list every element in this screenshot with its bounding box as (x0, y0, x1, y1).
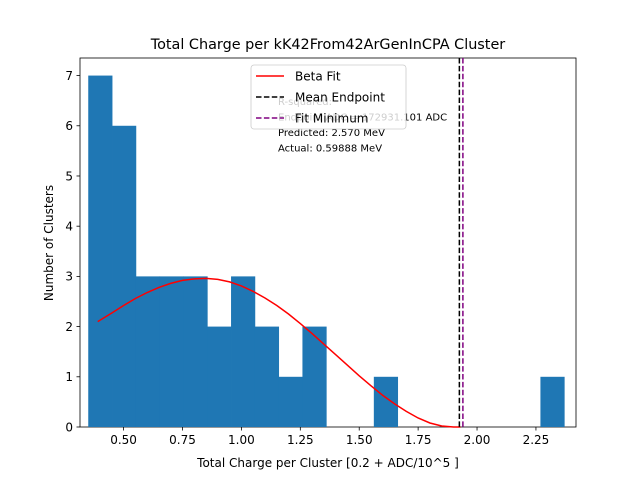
y-tick-label: 1 (65, 370, 73, 384)
histogram-bar (278, 376, 303, 427)
x-tick-label: 2.25 (523, 433, 550, 447)
histogram-bar (88, 75, 113, 428)
y-axis-label: Number of Clusters (42, 185, 56, 301)
histogram-bar (183, 276, 208, 427)
histogram-bar (159, 276, 184, 427)
legend-label: Beta Fit (295, 70, 341, 84)
histogram-bar (254, 326, 280, 427)
histogram-bar (231, 276, 256, 427)
annotation-line: Actual: 0.59888 MeV (278, 144, 382, 155)
histogram-bar (302, 326, 327, 427)
chart-title: Total Charge per kK42From42ArGenInCPA Cl… (150, 37, 506, 53)
y-tick-label: 6 (65, 119, 73, 133)
beta-fit-line (97, 277, 461, 428)
legend-label: Mean Endpoint (295, 91, 385, 105)
x-tick-label: 1.50 (346, 433, 373, 447)
x-tick-label: 1.75 (405, 433, 432, 447)
annotation-line: Predicted: 2.570 MeV (278, 128, 385, 139)
y-tick-label: 5 (65, 169, 73, 183)
histogram-bar (112, 125, 137, 427)
plot-frame (79, 57, 577, 428)
legend-box (250, 64, 407, 130)
x-tick-label: 1.25 (287, 433, 314, 447)
plot-area (79, 57, 577, 428)
y-tick-label: 3 (65, 270, 73, 284)
legend: Beta Fit Mean Endpoint Fit Minimum (250, 64, 407, 130)
x-axis-label: Total Charge per Cluster [0.2 + ADC/10^5… (196, 456, 459, 470)
y-tick-label: 0 (65, 420, 73, 434)
x-tick-label: 2.00 (464, 433, 491, 447)
y-tick-label: 7 (65, 69, 73, 83)
histogram-bar (540, 376, 565, 427)
series-lines (97, 58, 464, 428)
y-axis: 0 1 2 3 4 5 6 7 (65, 69, 80, 434)
x-tick-label: 0.75 (169, 433, 196, 447)
y-tick-label: 4 (65, 219, 73, 233)
x-axis: 0.50 0.75 1.00 1.25 1.50 1.75 2.00 2.25 (110, 427, 549, 447)
histogram-bar (207, 326, 232, 427)
x-tick-label: 1.00 (228, 433, 255, 447)
y-tick-label: 2 (65, 320, 73, 334)
histogram-bars (88, 75, 565, 428)
histogram-bar (135, 276, 161, 427)
histogram-bar (373, 376, 399, 427)
legend-label: Fit Minimum (295, 112, 369, 126)
x-tick-label: 0.50 (110, 433, 137, 447)
